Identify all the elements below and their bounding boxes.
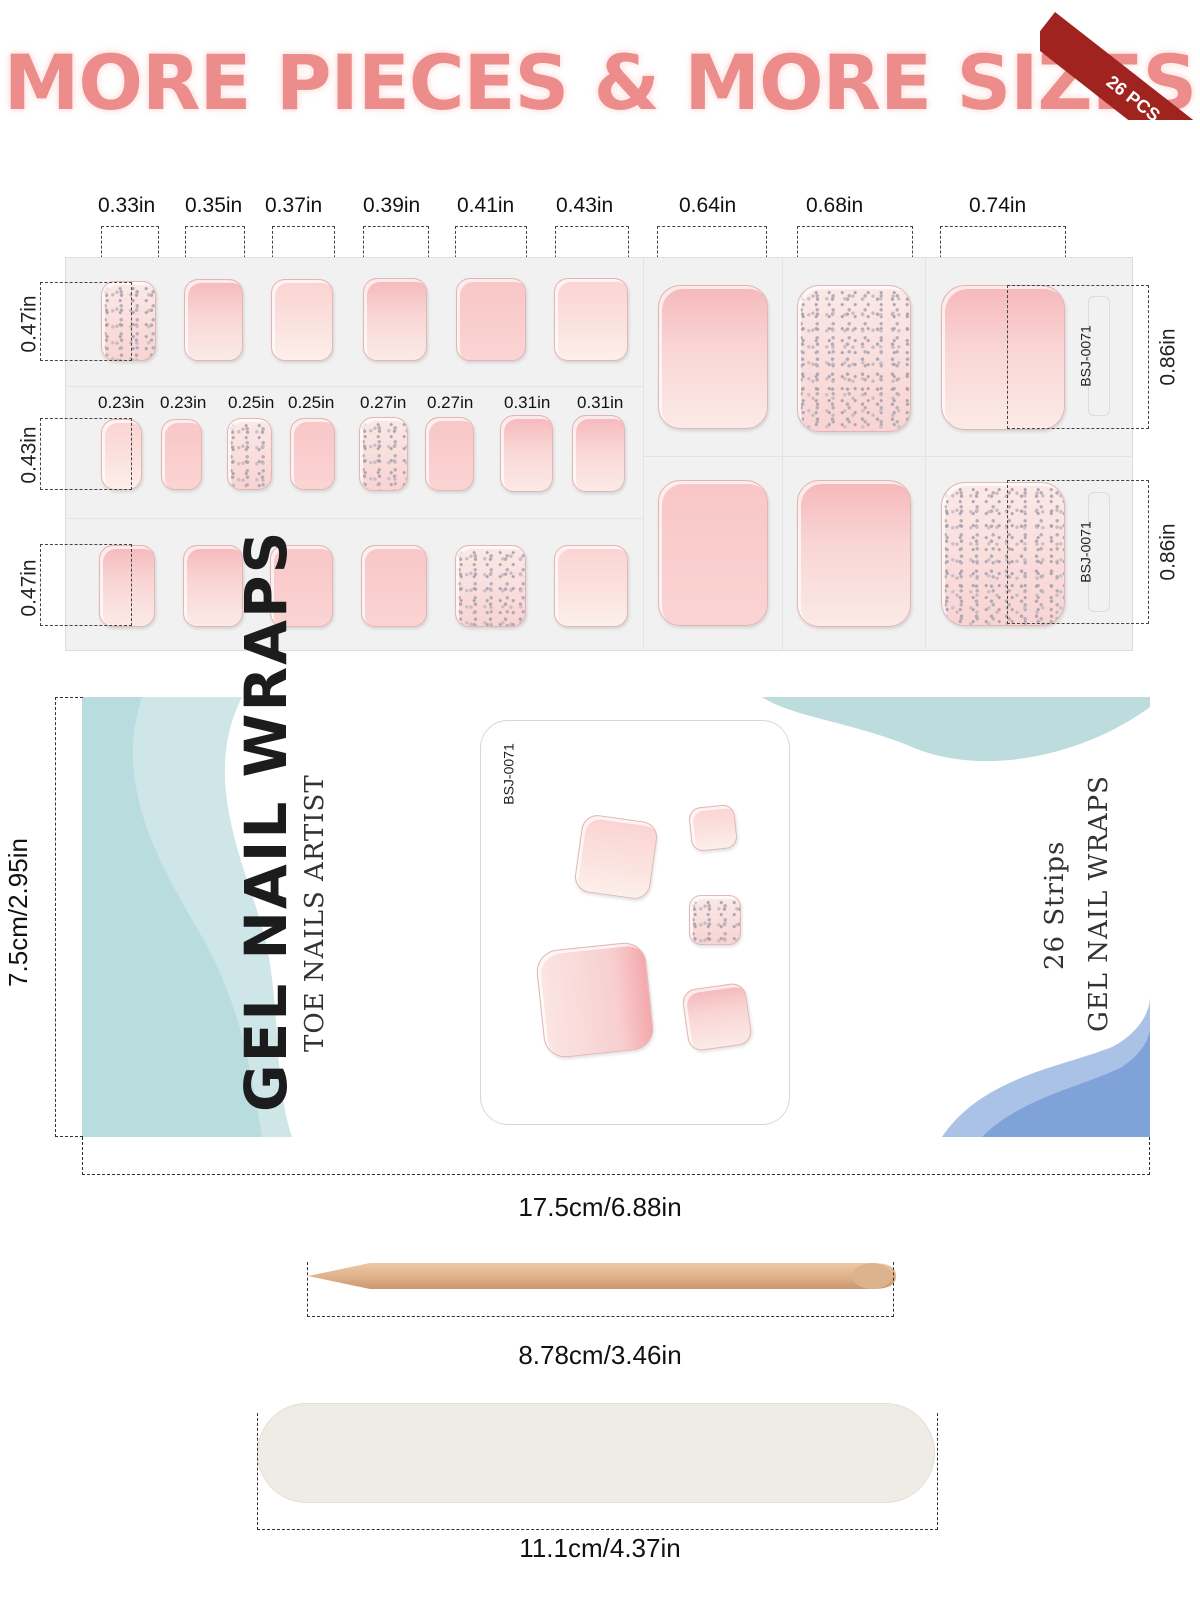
nail-sticker <box>361 545 427 627</box>
page-headline: MORE PIECES & MORE SIZES <box>3 38 1198 127</box>
package-nail <box>689 895 741 945</box>
nail-sticker <box>554 278 628 361</box>
package-height-label: 7.5cm/2.95in <box>2 838 33 987</box>
sheet-divider <box>925 257 926 651</box>
width-label-small: 0.27in <box>360 393 407 412</box>
nail-sticker <box>290 418 335 490</box>
width-label-4: 0.39in <box>363 194 421 217</box>
height-guide <box>1007 285 1149 429</box>
nail-sticker <box>270 545 333 627</box>
package-title: GEL NAIL WRAPS <box>232 529 300 1112</box>
package-code: BSJ-0071 <box>500 743 517 805</box>
nail-sticker <box>184 279 243 361</box>
file-length-label: 11.1cm/4.37in <box>519 1533 681 1563</box>
sheet-divider <box>782 257 783 651</box>
height-guide <box>40 544 132 626</box>
package-side-title: GEL NAIL WRAPS <box>1084 775 1114 1032</box>
height-label-row3: 0.47in <box>17 559 41 617</box>
package-nail <box>687 803 739 853</box>
width-label-8: 0.68in <box>806 194 864 217</box>
package-width-label: 17.5cm/6.88in <box>518 1192 682 1222</box>
width-label-7: 0.64in <box>679 194 737 217</box>
nail-sticker <box>363 278 427 361</box>
package-width-guide <box>82 1137 1150 1175</box>
height-label-right-top: 0.86in <box>1156 328 1180 386</box>
width-label-small: 0.25in <box>288 393 335 412</box>
package-background-waves <box>82 697 1150 1137</box>
nail-sticker <box>425 417 474 491</box>
height-guide <box>40 282 132 361</box>
width-label-2: 0.35in <box>185 194 243 217</box>
package-strips: 26 Strips <box>1040 840 1070 970</box>
package-nail <box>534 940 656 1060</box>
nail-sticker <box>554 545 628 627</box>
cuticle-stick <box>308 1263 896 1289</box>
width-label-small: 0.31in <box>504 393 551 412</box>
nail-sticker-large <box>941 285 1065 430</box>
width-label-small: 0.23in <box>160 393 207 412</box>
package-height-guide <box>55 697 83 1137</box>
nail-sticker-large <box>941 482 1065 626</box>
sheet-divider <box>65 386 643 387</box>
nail-file <box>257 1403 935 1503</box>
nail-sticker <box>500 415 553 492</box>
width-label-1: 0.33in <box>98 194 156 217</box>
file-length-guide <box>257 1413 938 1530</box>
nail-sticker <box>227 418 272 490</box>
nail-sticker-large <box>797 285 911 432</box>
width-label-small: 0.23in <box>98 393 145 412</box>
width-label-9: 0.74in <box>969 194 1027 217</box>
height-label-row1: 0.47in <box>17 295 41 353</box>
sheet-divider <box>643 257 644 651</box>
width-label-6: 0.43in <box>556 194 614 217</box>
package-nail <box>572 813 660 901</box>
stick-length-guide <box>307 1262 894 1317</box>
nail-sticker <box>99 545 155 627</box>
height-guide <box>40 418 132 490</box>
nail-sticker-large <box>658 285 768 429</box>
sheet-code-tab <box>1088 492 1110 612</box>
package-window <box>480 720 790 1125</box>
nail-sticker <box>359 417 408 491</box>
package-subtitle: TOE NAILS ARTIST <box>300 774 330 1052</box>
width-label-3: 0.37in <box>265 194 323 217</box>
height-guide <box>1007 480 1149 624</box>
package-nail <box>680 981 754 1053</box>
sheet-code-tab <box>1088 296 1110 416</box>
width-label-small: 0.31in <box>577 393 624 412</box>
nail-sticker <box>572 415 625 492</box>
sheet-divider <box>643 456 1133 457</box>
nail-sticker-large <box>797 480 911 627</box>
nail-sticker <box>456 278 526 361</box>
width-label-5: 0.41in <box>457 194 515 217</box>
height-label-row2: 0.43in <box>17 426 41 484</box>
stick-length-label: 8.78cm/3.46in <box>518 1340 682 1370</box>
pieces-badge-ribbon: 26 PCS <box>1040 0 1200 120</box>
nail-sticker <box>455 545 526 627</box>
sheet-divider <box>65 518 643 519</box>
nail-sticker <box>271 279 333 361</box>
nail-sticker <box>183 545 243 627</box>
nail-sticker <box>161 419 202 490</box>
nail-sticker-large <box>658 480 768 626</box>
width-label-small: 0.25in <box>228 393 275 412</box>
width-label-small: 0.27in <box>427 393 474 412</box>
height-label-right-bottom: 0.86in <box>1156 523 1180 581</box>
pieces-badge: 26 PCS <box>1040 12 1200 120</box>
